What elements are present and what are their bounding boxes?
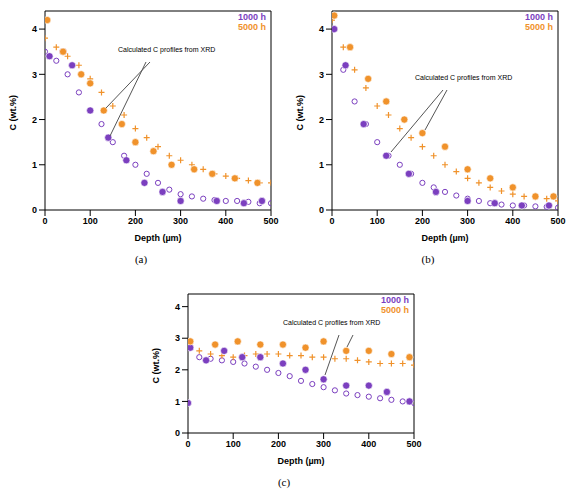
svg-text:Depth (µm): Depth (µm) <box>277 456 324 466</box>
html-text:1000 h: 1000 h <box>238 12 266 22</box>
html-text:5000 h: 5000 h <box>238 22 266 32</box>
svg-text:100: 100 <box>370 216 385 226</box>
svg-text:400: 400 <box>218 216 233 226</box>
svg-text:4: 4 <box>175 302 180 312</box>
svg-text:4: 4 <box>32 24 37 34</box>
svg-text:200: 200 <box>271 439 286 449</box>
svg-text:C (wt.%): C (wt.%) <box>8 95 18 131</box>
svg-text:0: 0 <box>32 205 37 215</box>
svg-text:400: 400 <box>505 216 520 226</box>
svg-text:Calculated C profiles from XRD: Calculated C profiles from XRD <box>283 319 380 327</box>
html-text:(c): (c) <box>277 476 291 488</box>
svg-text:2: 2 <box>319 115 324 125</box>
svg-text:3: 3 <box>319 70 324 80</box>
svg-text:Depth (µm): Depth (µm) <box>421 233 468 243</box>
svg-text:100: 100 <box>83 216 98 226</box>
svg-text:2: 2 <box>32 115 37 125</box>
svg-text:0: 0 <box>329 216 334 226</box>
svg-text:500: 500 <box>550 216 561 226</box>
svg-text:0: 0 <box>319 205 324 215</box>
html-text:5000 h: 5000 h <box>525 22 553 32</box>
svg-text:1: 1 <box>32 160 37 170</box>
svg-text:C (wt.%): C (wt.%) <box>151 348 161 384</box>
svg-text:1: 1 <box>175 397 180 407</box>
html-text:(b): (b) <box>421 253 435 265</box>
svg-text:0: 0 <box>185 439 190 449</box>
html-text:1000 h: 1000 h <box>525 12 553 22</box>
svg-text:Depth (µm): Depth (µm) <box>134 233 181 243</box>
svg-text:200: 200 <box>415 216 430 226</box>
svg-text:300: 300 <box>316 439 331 449</box>
svg-text:3: 3 <box>175 333 180 343</box>
svg-text:200: 200 <box>128 216 143 226</box>
svg-text:2: 2 <box>175 365 180 375</box>
svg-text:4: 4 <box>319 24 324 34</box>
html-text:(a): (a) <box>134 253 148 265</box>
svg-text:Calculated C profiles from XRD: Calculated C profiles from XRD <box>118 46 215 54</box>
svg-text:0: 0 <box>42 216 47 226</box>
svg-text:1: 1 <box>319 160 324 170</box>
html-text:5000 h: 5000 h <box>381 305 409 315</box>
svg-text:3: 3 <box>32 70 37 80</box>
svg-text:100: 100 <box>226 439 241 449</box>
svg-text:500: 500 <box>263 216 278 226</box>
svg-text:0: 0 <box>175 428 180 438</box>
svg-text:400: 400 <box>361 439 376 449</box>
svg-text:500: 500 <box>406 439 421 449</box>
svg-text:300: 300 <box>173 216 188 226</box>
svg-text:C (wt.%): C (wt.%) <box>295 95 305 131</box>
html-text:1000 h: 1000 h <box>381 295 409 305</box>
svg-text:Calculated C profiles from XRD: Calculated C profiles from XRD <box>415 74 512 82</box>
svg-text:300: 300 <box>460 216 475 226</box>
